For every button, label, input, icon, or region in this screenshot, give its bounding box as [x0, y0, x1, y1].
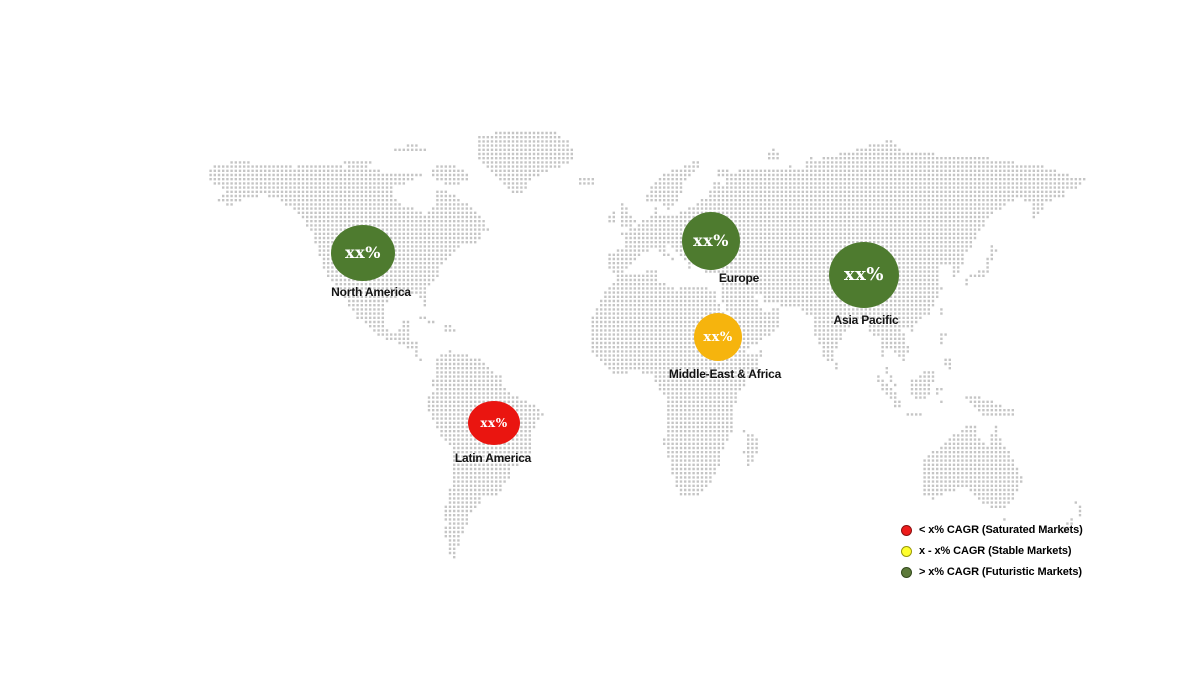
bubble-value: xx% — [843, 264, 885, 285]
legend-dot-saturated — [901, 524, 912, 536]
legend-label-futuristic: > x% CAGR (Futuristic Markets) — [919, 566, 1082, 578]
legend: < x% CAGR (Saturated Markets) x - x% CAGR… — [901, 524, 1083, 587]
bubble-value: xx% — [693, 231, 729, 250]
region-label-north-america: North America — [331, 285, 411, 299]
bubble-value: xx% — [480, 416, 508, 430]
region-label-europe: Europe — [718, 271, 760, 285]
region-label-middle-east-africa: Middle-East & Africa — [668, 367, 782, 381]
legend-item-saturated: < x% CAGR (Saturated Markets) — [901, 524, 1083, 536]
legend-item-futuristic: > x% CAGR (Futuristic Markets) — [901, 566, 1083, 578]
bubble-value: xx% — [703, 329, 733, 345]
region-bubble-north-america: xx% — [331, 225, 395, 281]
region-bubble-europe: xx% — [682, 212, 740, 270]
map-dots — [209, 131, 1086, 559]
bubble-value: xx% — [345, 243, 381, 262]
legend-dot-stable — [901, 545, 912, 557]
region-label-latin-america: Latin America — [454, 451, 532, 465]
region-bubble-latin-america: xx% — [468, 401, 520, 445]
region-bubble-asia-pacific: xx% — [829, 242, 899, 308]
legend-dot-futuristic — [901, 566, 912, 578]
legend-item-stable: x - x% CAGR (Stable Markets) — [901, 545, 1083, 557]
region-bubble-middle-east-africa: xx% — [694, 313, 742, 361]
region-label-asia-pacific: Asia Pacific — [833, 313, 899, 327]
legend-label-saturated: < x% CAGR (Saturated Markets) — [919, 524, 1083, 536]
legend-label-stable: x - x% CAGR (Stable Markets) — [919, 545, 1072, 557]
